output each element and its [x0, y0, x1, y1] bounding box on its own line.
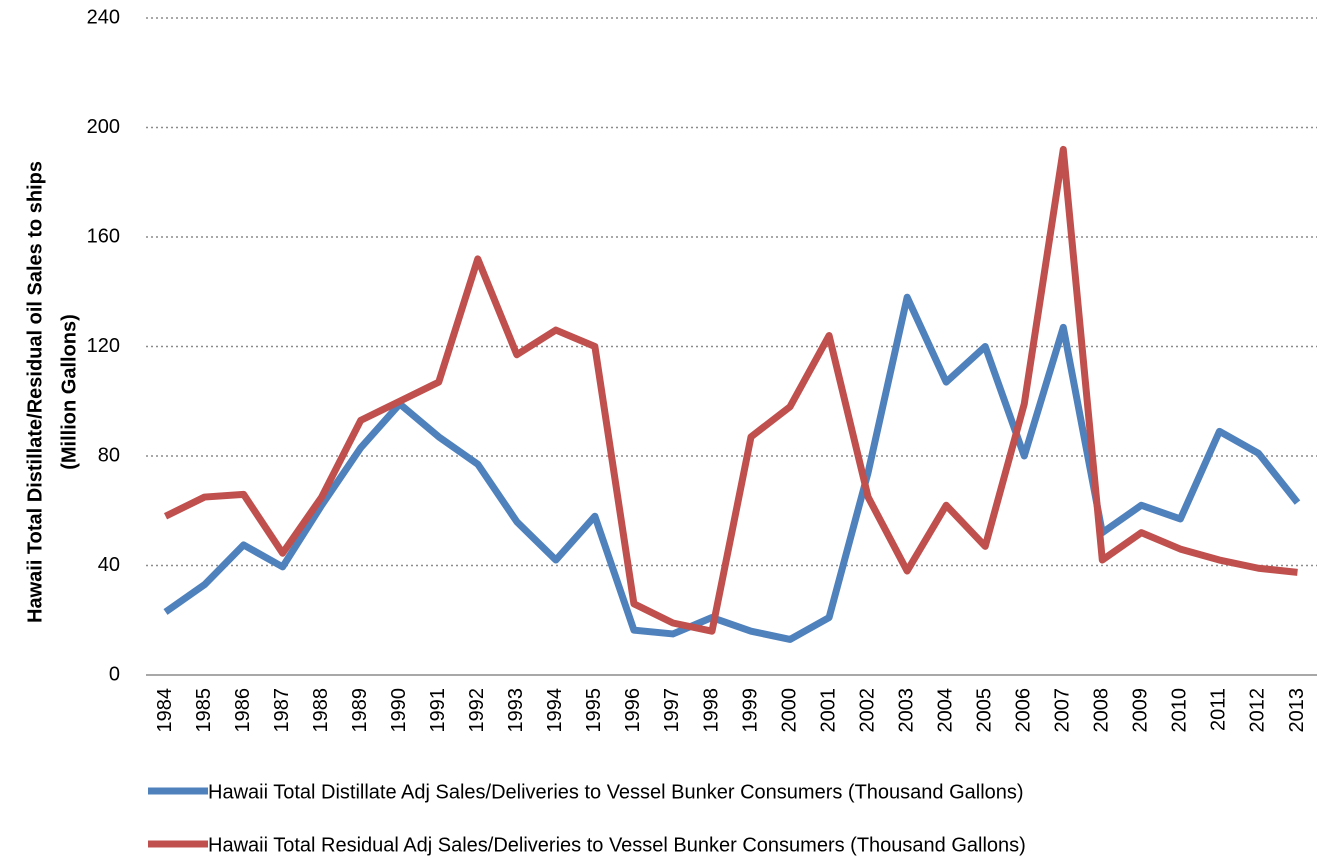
- x-tick-label: 2001: [817, 688, 839, 733]
- x-tick-label: 2003: [895, 688, 917, 733]
- x-tick-label: 2002: [856, 688, 878, 733]
- x-tick-label: 1987: [271, 688, 293, 733]
- x-tick-label: 2009: [1130, 688, 1152, 733]
- x-tick-label: 1990: [388, 688, 410, 733]
- x-tick-label: 2004: [934, 688, 956, 733]
- x-tick-label: 1993: [505, 688, 527, 733]
- x-tick-label: 2000: [778, 688, 800, 733]
- y-axis-label: Hawaii Total Distillate/Residual oil Sal…: [24, 161, 46, 623]
- y-tick-label: 0: [109, 663, 120, 685]
- y-tick-label: 40: [98, 554, 120, 576]
- x-tick-label: 1996: [622, 688, 644, 733]
- series-line: [163, 293, 1301, 643]
- x-tick-label: 2013: [1286, 688, 1308, 733]
- x-tick-label: 1985: [193, 688, 215, 733]
- x-tick-label: 2011: [1208, 688, 1230, 731]
- x-tick-label: 1989: [349, 688, 371, 733]
- x-tick-label: 2005: [973, 688, 995, 733]
- x-tick-label: 1995: [583, 688, 605, 733]
- y-tick-label: 120: [87, 335, 120, 357]
- y-tick-label: 200: [87, 116, 120, 138]
- x-tick-label: 2008: [1091, 688, 1113, 733]
- x-tick-label: 1994: [544, 688, 566, 733]
- legend-label: Hawaii Total Residual Adj Sales/Deliveri…: [208, 834, 1026, 856]
- x-tick-label: 1999: [739, 688, 761, 733]
- x-tick-label: 1991: [427, 688, 449, 733]
- y-tick-label: 160: [87, 225, 120, 247]
- x-tick-label: 1997: [661, 688, 683, 733]
- x-tick-label: 2006: [1013, 688, 1035, 733]
- y-tick-label: 240: [87, 6, 120, 28]
- series-line: [163, 145, 1298, 635]
- x-tick-label: 2012: [1247, 688, 1269, 733]
- x-tick-label: 2010: [1169, 688, 1191, 733]
- x-tick-label: 1998: [700, 688, 722, 733]
- legend-label: Hawaii Total Distillate Adj Sales/Delive…: [208, 781, 1024, 803]
- y-tick-label: 80: [98, 444, 120, 466]
- x-tick-label: 1984: [154, 688, 176, 733]
- x-tick-label: 2007: [1052, 688, 1074, 733]
- y-axis-label: (Million Gallons): [58, 314, 80, 470]
- x-tick-label: 1992: [466, 688, 488, 733]
- x-tick-label: 1986: [232, 688, 254, 733]
- x-tick-label: 1988: [310, 688, 332, 733]
